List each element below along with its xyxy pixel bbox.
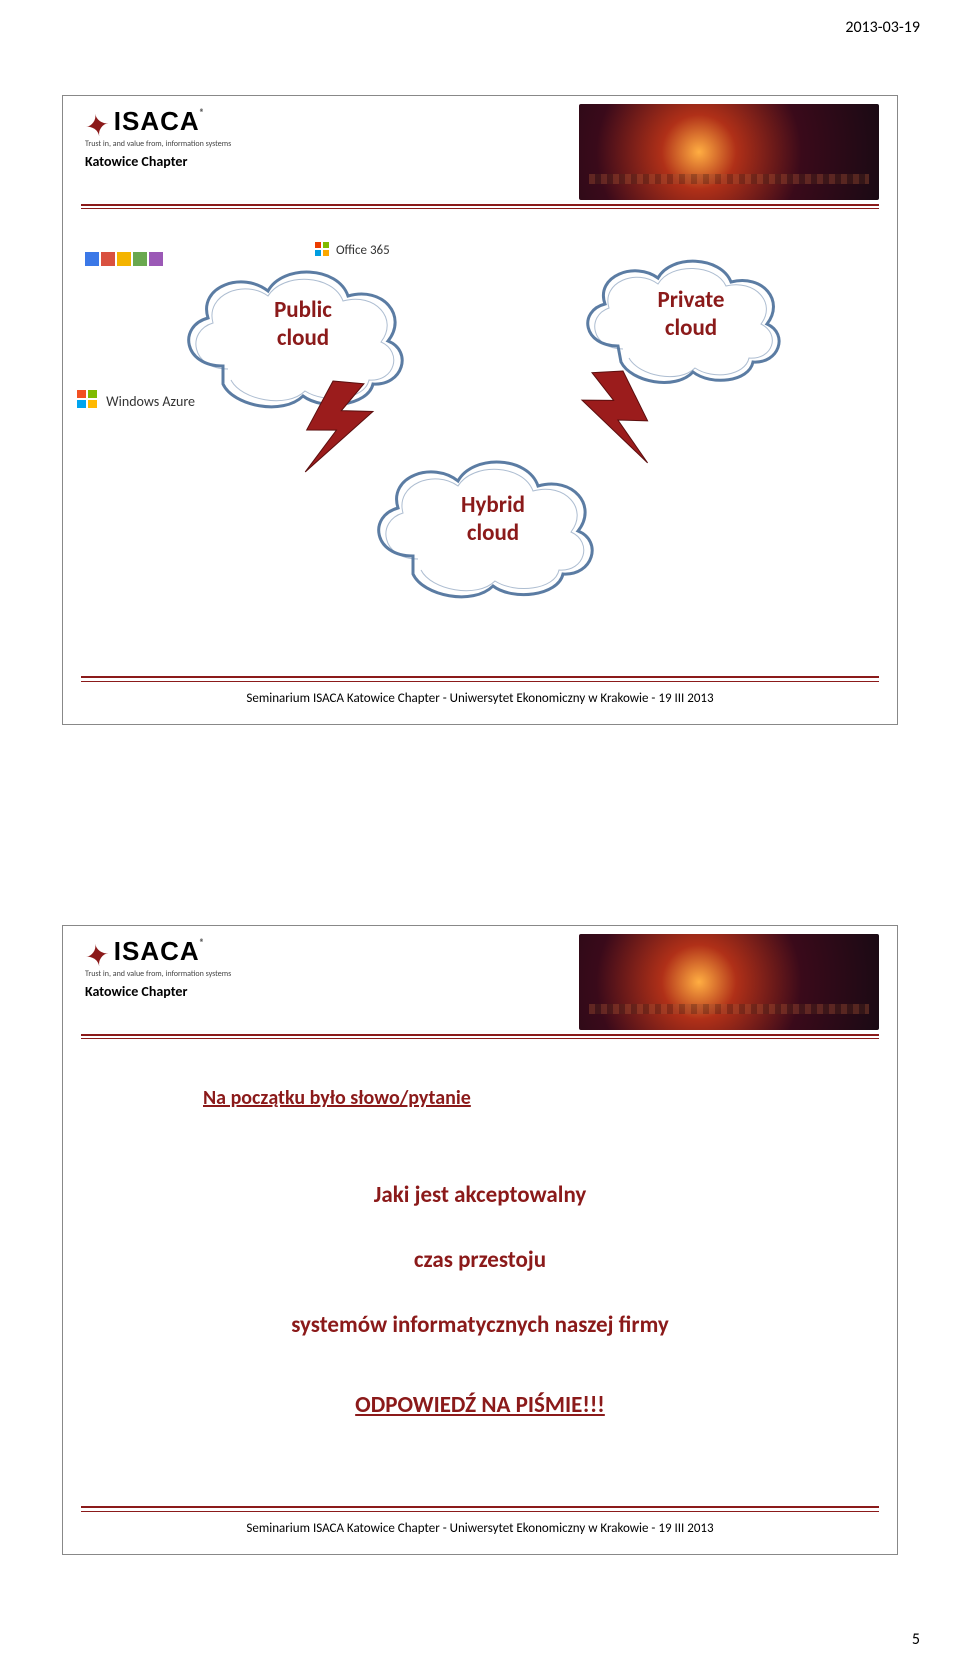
footer-divider (81, 676, 879, 678)
cloud-diagram (63, 216, 899, 686)
hybrid-l1: Hybrid (413, 491, 573, 519)
footer-divider-thin (81, 1511, 879, 1512)
isaca-name: ISACA (114, 106, 200, 136)
page-date: 2013-03-19 (845, 18, 920, 37)
isaca-logo: ✦ ISACA® Trust in, and value from, infor… (85, 106, 231, 170)
private-l2: cloud (611, 314, 771, 342)
footer-divider (81, 1506, 879, 1508)
page-number: 5 (912, 1630, 920, 1652)
public-l2: cloud (223, 324, 383, 352)
isaca-name: ISACA (114, 936, 200, 966)
slide2-answer: ODPOWIEDŹ NA PIŚMIE!!! (63, 1391, 897, 1419)
isaca-chapter: Katowice Chapter (85, 983, 231, 1000)
footer-divider-thin (81, 681, 879, 682)
slide2-q2: czas przestoju (63, 1246, 897, 1274)
slide2-q1: Jaki jest akceptowalny (63, 1181, 897, 1209)
header-photo (579, 104, 879, 200)
slide2-q3: systemów informatycznych naszej firmy (63, 1311, 897, 1339)
public-cloud-label: Public cloud (223, 296, 383, 352)
private-l1: Private (611, 286, 771, 314)
hybrid-cloud-label: Hybrid cloud (413, 491, 573, 547)
isaca-trademark: ® (200, 106, 205, 119)
slide-clouds: ✦ ISACA® Trust in, and value from, infor… (62, 95, 898, 725)
public-l1: Public (223, 296, 383, 324)
isaca-chapter: Katowice Chapter (85, 153, 231, 170)
isaca-trademark: ® (200, 936, 205, 949)
hybrid-l2: cloud (413, 519, 573, 547)
header-divider (81, 1034, 879, 1036)
header-photo (579, 934, 879, 1030)
header-divider-thin (81, 1038, 879, 1039)
isaca-star-icon: ✦ (84, 946, 112, 968)
private-cloud-label: Private cloud (611, 286, 771, 342)
isaca-star-icon: ✦ (84, 116, 112, 138)
header-divider (81, 204, 879, 206)
slide2-title: Na początku było słowo/pytanie (203, 1086, 471, 1110)
slide-footer: Seminarium ISACA Katowice Chapter - Uniw… (63, 1521, 897, 1536)
slide-question: ✦ ISACA® Trust in, and value from, infor… (62, 925, 898, 1555)
slide-footer: Seminarium ISACA Katowice Chapter - Uniw… (63, 691, 897, 706)
header-divider-thin (81, 208, 879, 209)
isaca-logo: ✦ ISACA® Trust in, and value from, infor… (85, 936, 231, 1000)
